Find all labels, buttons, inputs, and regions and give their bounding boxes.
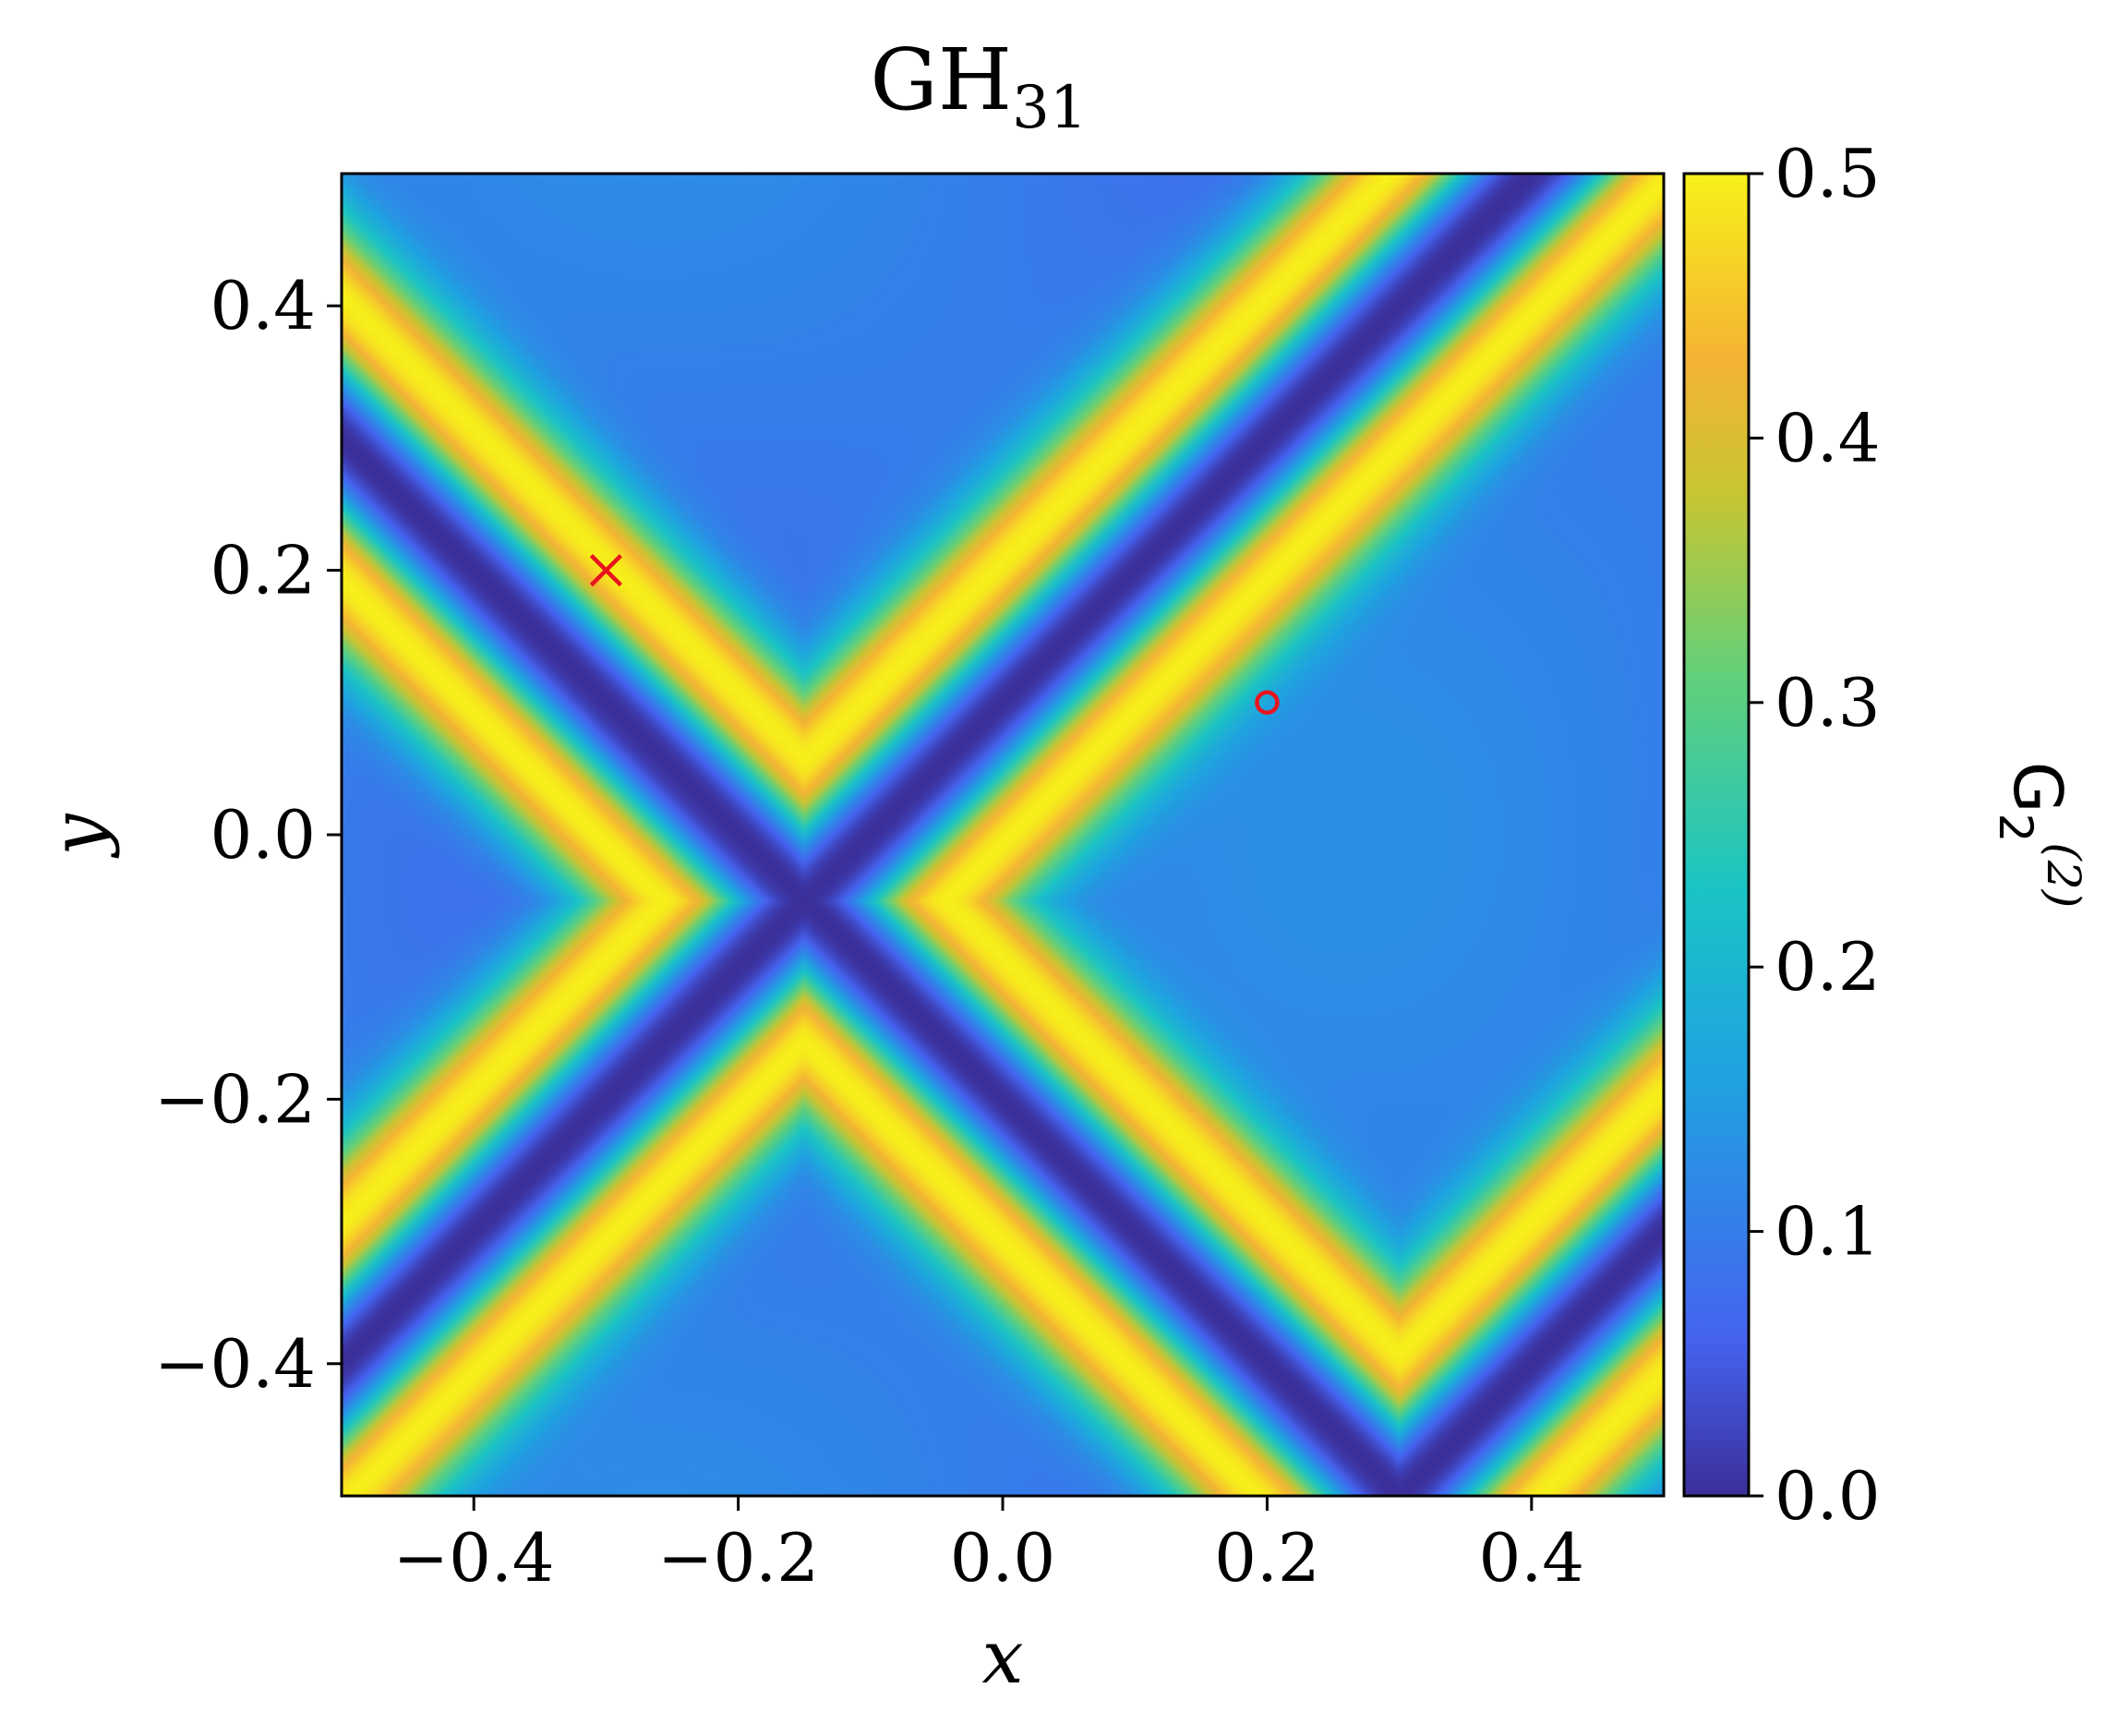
x-tick-label: −0.2 [657, 1519, 819, 1597]
heatmap [342, 174, 1664, 1496]
x-marker [589, 554, 622, 587]
y-tick-label: 0.4 [210, 267, 316, 344]
colorbar-label-main: G [1999, 762, 2076, 814]
y-axis-ticks: −0.4 −0.2 0.0 0.2 0.4 [154, 267, 342, 1403]
chart-title-subscript: 31 [1012, 74, 1087, 142]
y-tick-label: 0.0 [210, 796, 316, 874]
colorbar-frame [1682, 172, 1751, 1498]
colorbar-tick-label: 0.1 [1775, 1193, 1881, 1271]
y-tick-label: 0.2 [210, 532, 316, 609]
y-tick-label: −0.2 [154, 1060, 316, 1138]
x-tick-label: 0.2 [1214, 1519, 1320, 1597]
colorbar-label-subscript: 2 [1989, 814, 2042, 843]
circle-marker [1255, 690, 1280, 716]
colorbar-tick-label: 0.0 [1775, 1457, 1881, 1535]
y-axis-label: y [35, 813, 121, 859]
x-tick-label: 0.4 [1479, 1519, 1585, 1597]
x-axis-ticks: −0.4 −0.2 0.0 0.2 0.4 [393, 1496, 1584, 1597]
x-tick-label: −0.4 [393, 1519, 555, 1597]
chart-title: GH31 [870, 30, 1087, 142]
colorbar-label-superscript: (2) [2037, 842, 2090, 908]
colorbar-ticks: 0.0 0.1 0.2 0.3 0.4 0.5 [1749, 135, 1881, 1535]
chart-title-main: GH [870, 30, 1012, 129]
heatmap-image [342, 174, 1664, 1496]
markers [589, 554, 1280, 716]
colorbar-label: G2(2) [1989, 762, 2090, 908]
colorbar-tick-label: 0.4 [1775, 399, 1881, 476]
colorbar-tick-label: 0.3 [1775, 664, 1881, 741]
x-tick-label: 0.0 [950, 1519, 1056, 1597]
y-tick-label: −0.4 [154, 1325, 316, 1403]
x-axis-label: x [981, 1614, 1023, 1700]
colorbar-tick-label: 0.5 [1775, 135, 1881, 212]
colorbar-tick-label: 0.2 [1775, 928, 1881, 1006]
colorbar [1684, 174, 1749, 1496]
